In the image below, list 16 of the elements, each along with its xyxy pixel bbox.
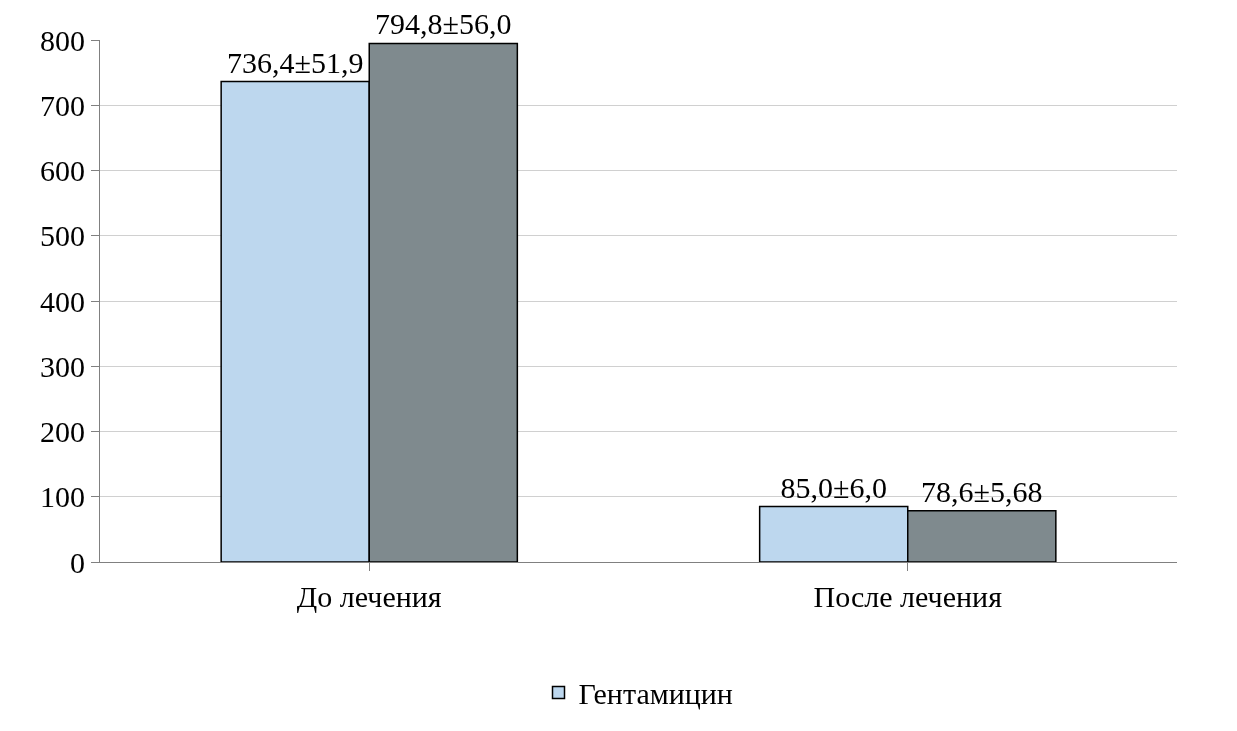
y-tick-label: 300 bbox=[40, 349, 85, 383]
y-tick-label: 100 bbox=[40, 480, 85, 514]
y-tick-label: 400 bbox=[40, 284, 85, 318]
data-label: 794,8±56,0 bbox=[375, 7, 512, 41]
y-tick-label: 200 bbox=[40, 415, 85, 448]
y-tick-label: 700 bbox=[40, 88, 85, 122]
data-label: 78,6±5,68 bbox=[921, 474, 1043, 508]
data-label: 736,4±51,9 bbox=[226, 45, 364, 79]
y-tick-label: 800 bbox=[40, 23, 85, 57]
y-tick-label: 600 bbox=[40, 154, 85, 187]
y-tick-label: 0 bbox=[70, 545, 85, 579]
y-tick-label: 500 bbox=[40, 219, 85, 253]
x-tick-label: До лечения bbox=[296, 580, 442, 613]
x-tick-label: После лечения bbox=[813, 580, 1003, 613]
data-label: 85,0±6,0 bbox=[780, 470, 887, 504]
legend-label: Гентамицин bbox=[578, 677, 733, 711]
